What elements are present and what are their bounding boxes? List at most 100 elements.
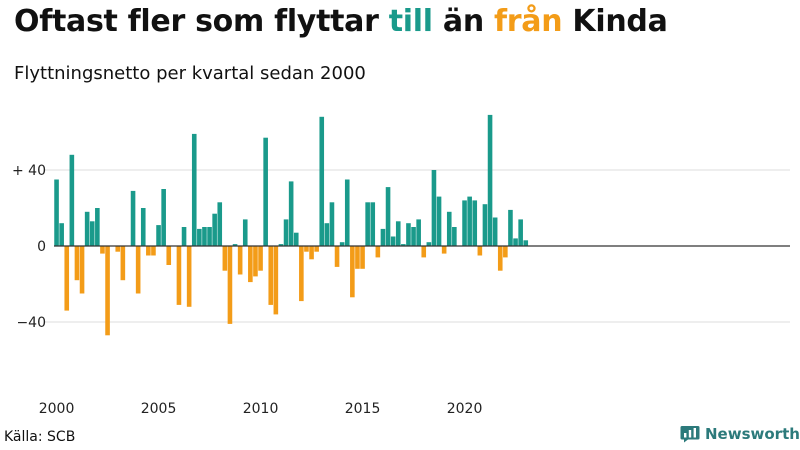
bar	[74, 246, 80, 281]
bar	[339, 242, 345, 246]
bar	[380, 228, 386, 246]
title-part-2: än	[432, 4, 495, 39]
chart-title: Oftast fler som flyttar till än från Kin…	[14, 4, 668, 39]
bar	[467, 196, 472, 246]
brand-name: Newsworthy	[705, 425, 800, 443]
x-tick-label: 2015	[345, 401, 381, 417]
title-part-1: Oftast fler som flyttar	[14, 4, 389, 39]
bar	[446, 211, 452, 246]
bar	[202, 227, 207, 246]
bar	[242, 219, 248, 246]
bar	[416, 219, 421, 246]
bar	[156, 225, 161, 246]
bar	[100, 246, 105, 254]
bar	[375, 246, 381, 258]
bar	[406, 223, 411, 246]
bar-chart: + 40 0 −40 2000 2005 2010 2015 2020	[12, 114, 790, 417]
bar	[89, 221, 95, 246]
bar	[115, 246, 121, 252]
bar	[487, 114, 493, 247]
bar	[176, 246, 182, 305]
bar	[222, 246, 228, 271]
bar	[355, 246, 360, 269]
bar	[268, 246, 274, 305]
bar	[452, 227, 457, 246]
bar	[232, 244, 238, 246]
bar	[237, 246, 243, 275]
bar	[197, 228, 202, 246]
bar	[411, 227, 416, 246]
bar	[79, 246, 85, 294]
bar	[350, 246, 355, 298]
bar	[370, 202, 376, 246]
title-part-3: Kinda	[562, 4, 668, 39]
bar	[344, 179, 350, 246]
bar	[477, 246, 483, 256]
bar	[462, 200, 467, 246]
bar	[324, 223, 330, 246]
bar	[360, 246, 365, 269]
source-note: Källa: SCB	[4, 429, 76, 445]
bar	[319, 116, 325, 246]
bar	[130, 190, 136, 246]
bar	[365, 202, 370, 246]
bar	[217, 202, 223, 246]
x-tick-label: 2010	[243, 401, 279, 417]
x-tick-label: 2020	[447, 401, 483, 417]
bar	[161, 189, 166, 246]
bar	[181, 227, 187, 246]
newsworthy-chart-icon	[680, 426, 700, 443]
bar	[258, 246, 263, 271]
bar	[304, 246, 309, 252]
bar	[191, 133, 197, 246]
bar	[390, 236, 396, 246]
bar	[273, 246, 279, 315]
bar	[395, 221, 401, 246]
bar	[59, 223, 64, 246]
bar	[54, 179, 59, 246]
bar	[120, 246, 126, 281]
bar	[248, 246, 253, 283]
bar	[385, 187, 391, 246]
bar	[135, 246, 141, 294]
bar	[69, 154, 75, 246]
title-highlight-in: till	[388, 4, 433, 39]
bar	[314, 246, 319, 252]
bar	[426, 242, 432, 246]
brand-logo: Newsworthy	[680, 425, 800, 443]
bar	[151, 246, 156, 256]
bar	[431, 170, 437, 246]
bar	[523, 240, 529, 246]
bar	[166, 246, 172, 265]
bar	[508, 209, 513, 246]
x-tick-label: 2005	[141, 401, 177, 417]
y-tick-label: + 40	[12, 163, 46, 179]
bar	[212, 213, 217, 246]
bar	[401, 244, 406, 246]
bar	[441, 246, 447, 254]
bar	[299, 246, 304, 302]
bar	[95, 208, 100, 246]
x-tick-label: 2000	[39, 401, 75, 417]
y-tick-label: −40	[16, 315, 46, 331]
bar	[140, 208, 146, 246]
bar	[513, 238, 518, 246]
bar	[64, 246, 70, 311]
bar	[186, 246, 192, 307]
bar	[288, 181, 294, 246]
bar	[283, 219, 289, 246]
bar	[482, 204, 488, 246]
bar	[84, 211, 90, 246]
bar	[253, 246, 258, 277]
bar	[146, 246, 151, 256]
bar	[503, 246, 508, 258]
title-highlight-out: från	[494, 4, 563, 39]
bar	[293, 232, 299, 246]
bar	[421, 246, 427, 258]
chart-subtitle: Flyttningsnetto per kvartal sedan 2000	[14, 63, 366, 84]
bar	[309, 246, 314, 260]
bar	[497, 246, 503, 271]
bar	[472, 200, 478, 246]
bar	[334, 246, 340, 267]
bar	[105, 246, 110, 336]
